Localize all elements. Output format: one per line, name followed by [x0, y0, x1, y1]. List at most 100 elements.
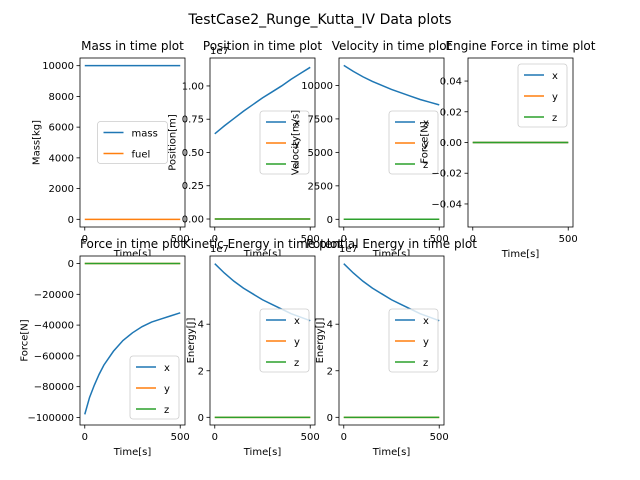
x-tick-label: 0: [470, 234, 476, 245]
x-tick: 0: [341, 227, 347, 245]
y-tick: 0: [327, 413, 339, 424]
legend: mass fuel: [97, 121, 168, 164]
y-axis-label: Position[m]: [168, 114, 179, 171]
y-tick-label: 4: [198, 320, 204, 331]
series-line-x: [84, 312, 181, 415]
subplot-6: 0 500 0 2 4 1e7 Time[s] Energy[J] xyz: [186, 244, 320, 458]
y-tick: 0: [198, 413, 210, 424]
axes-frame: [209, 255, 316, 426]
y-tick-label: 6000: [49, 123, 74, 134]
x-tick: 500: [171, 425, 190, 443]
x-tick-label: 500: [171, 234, 190, 245]
y-axis-label: Force[N]: [420, 121, 431, 163]
legend-label-y: y: [164, 384, 170, 395]
y-tick-label: 10000: [42, 61, 74, 72]
y-tick-label: 0: [327, 413, 333, 424]
x-tick: 0: [212, 227, 218, 245]
y-tick: 6000: [49, 123, 80, 134]
series-line-x: [214, 66, 311, 135]
legend-label-z: z: [552, 113, 557, 124]
y-tick: 7500: [308, 114, 339, 125]
series-line-x: [343, 64, 440, 106]
y-tick-label: 4: [327, 320, 333, 331]
y-tick-label: 4000: [49, 153, 74, 164]
y-tick-label: 0: [327, 215, 333, 226]
legend: xyz: [129, 355, 180, 420]
y-tick-label: −40000: [34, 321, 74, 332]
x-tick-label: 0: [212, 432, 218, 443]
legend-label-z: z: [423, 160, 428, 171]
legend: xyz: [388, 308, 439, 373]
subplot-title: Position in time plot: [203, 39, 323, 53]
y-tick-label: 1.00: [182, 81, 204, 92]
y-tick-label: 2: [327, 366, 333, 377]
subplot-title: Velocity in time plot: [332, 39, 452, 53]
y-tick: 0.50: [182, 148, 210, 159]
x-tick-label: 0: [82, 432, 88, 443]
y-tick: 2: [327, 366, 339, 377]
subplot-5: 0 500 −100000 −80000 −60000 −40000 −20000 0 Time…: [19, 255, 190, 458]
x-tick: 500: [559, 227, 578, 245]
x-tick: 0: [212, 425, 218, 443]
y-tick-label: −0.04: [431, 199, 462, 210]
y-axis-label: Force[N]: [19, 319, 30, 361]
x-tick: 0: [82, 425, 88, 443]
x-tick-label: 0: [82, 234, 88, 245]
x-tick: 0: [82, 227, 88, 245]
subplot-title: Force in time plot: [80, 237, 185, 251]
y-axis-label: Energy[J]: [186, 318, 197, 364]
x-axis-label: Time[s]: [243, 249, 282, 260]
y-tick: 0.00: [182, 215, 210, 226]
y-tick-label: −100000: [27, 413, 74, 424]
y-tick-label: 0.25: [182, 181, 204, 192]
y-tick: 5000: [308, 148, 339, 159]
y-tick: 4000: [49, 153, 80, 164]
subplot-title: Potential Energy in time plot: [306, 237, 477, 251]
x-axis-label: Time[s]: [372, 447, 411, 458]
y-tick-label: 2: [198, 366, 204, 377]
x-tick: 500: [430, 425, 449, 443]
y-tick: −100000: [27, 413, 80, 424]
y-tick-label: 5000: [308, 148, 333, 159]
legend-label-x: x: [164, 363, 170, 374]
y-tick: 2000: [49, 184, 80, 195]
y-axis-label: Mass[kg]: [32, 120, 43, 165]
x-tick-label: 500: [171, 432, 190, 443]
subplot-2: 0 500 0.00 0.25 0.50 0.75 1.00 1e7 Time[s] Positi…: [168, 46, 320, 260]
y-tick-label: 0.50: [182, 148, 204, 159]
y-tick: 2500: [308, 181, 339, 192]
y-tick-label: −20000: [34, 290, 74, 301]
y-tick-label: 0.00: [440, 138, 462, 149]
y-tick: 10000: [42, 61, 80, 72]
y-tick-label: 0: [198, 413, 204, 424]
legend: xyz: [259, 308, 310, 373]
y-tick: 4: [327, 320, 339, 331]
subplot-3: 0 500025005000750010000Time[s]Velocity[m/…: [291, 57, 449, 260]
axes-frame: [209, 57, 316, 228]
x-axis-label: Time[s]: [372, 249, 411, 260]
axes-frame: [338, 57, 445, 228]
x-axis-label: Time[s]: [113, 249, 152, 260]
figure-suptitle: TestCase2_Runge_Kutta_IV Data plots: [187, 12, 451, 28]
subplot-title: Engine Force in time plot: [446, 39, 596, 53]
y-tick: 4: [198, 320, 210, 331]
x-tick-label: 500: [430, 234, 449, 245]
y-tick: 0: [68, 215, 80, 226]
y-tick: 0.02: [440, 107, 468, 118]
y-tick-label: 10000: [301, 81, 333, 92]
y-tick-label: −0.02: [431, 169, 462, 180]
y-tick: −80000: [34, 382, 80, 393]
legend-label-fuel: fuel: [132, 150, 151, 161]
y-tick: 0.25: [182, 181, 210, 192]
y-tick: 0.04: [440, 77, 468, 88]
legend: xyz: [259, 110, 310, 175]
axis-offset-label: 1e7: [210, 244, 229, 255]
y-tick: 1.00: [182, 81, 210, 92]
y-tick-label: 0.00: [182, 215, 204, 226]
x-tick-label: 500: [559, 234, 578, 245]
axis-offset-label: 1e7: [210, 46, 229, 57]
y-tick-label: 0.75: [182, 115, 204, 126]
x-tick-label: 0: [341, 432, 347, 443]
y-tick: −40000: [34, 321, 80, 332]
